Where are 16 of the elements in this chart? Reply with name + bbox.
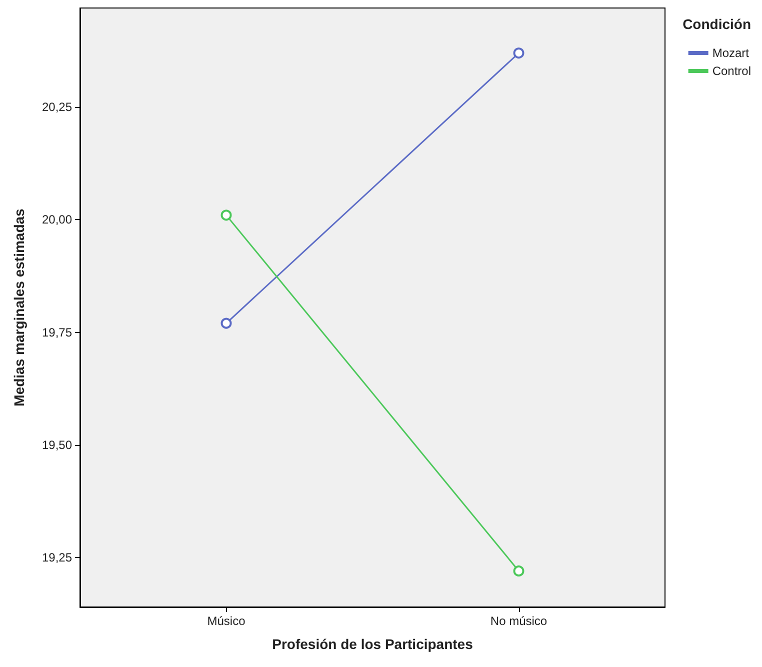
point bbox=[513, 565, 524, 576]
x-tick-label: No músico bbox=[490, 614, 548, 628]
point bbox=[220, 318, 232, 329]
y-tick-label: 19,75 bbox=[42, 325, 72, 340]
y-axis-title: Medias marginales estimadas bbox=[11, 208, 27, 406]
point bbox=[220, 210, 232, 221]
point bbox=[513, 48, 524, 59]
legend-label: Mozart bbox=[712, 46, 750, 60]
y-tick-label: 20,00 bbox=[42, 212, 72, 227]
x-tick-label: Músico bbox=[207, 614, 246, 628]
legend-title: Condición bbox=[682, 16, 752, 32]
y-tick-label: 19,50 bbox=[42, 438, 72, 452]
x-axis-title: Profesión de los Participantes bbox=[272, 636, 474, 652]
y-tick-label: 19,25 bbox=[42, 550, 72, 564]
y-tick-label: 20,25 bbox=[42, 100, 72, 114]
legend-label: Control bbox=[712, 64, 752, 78]
